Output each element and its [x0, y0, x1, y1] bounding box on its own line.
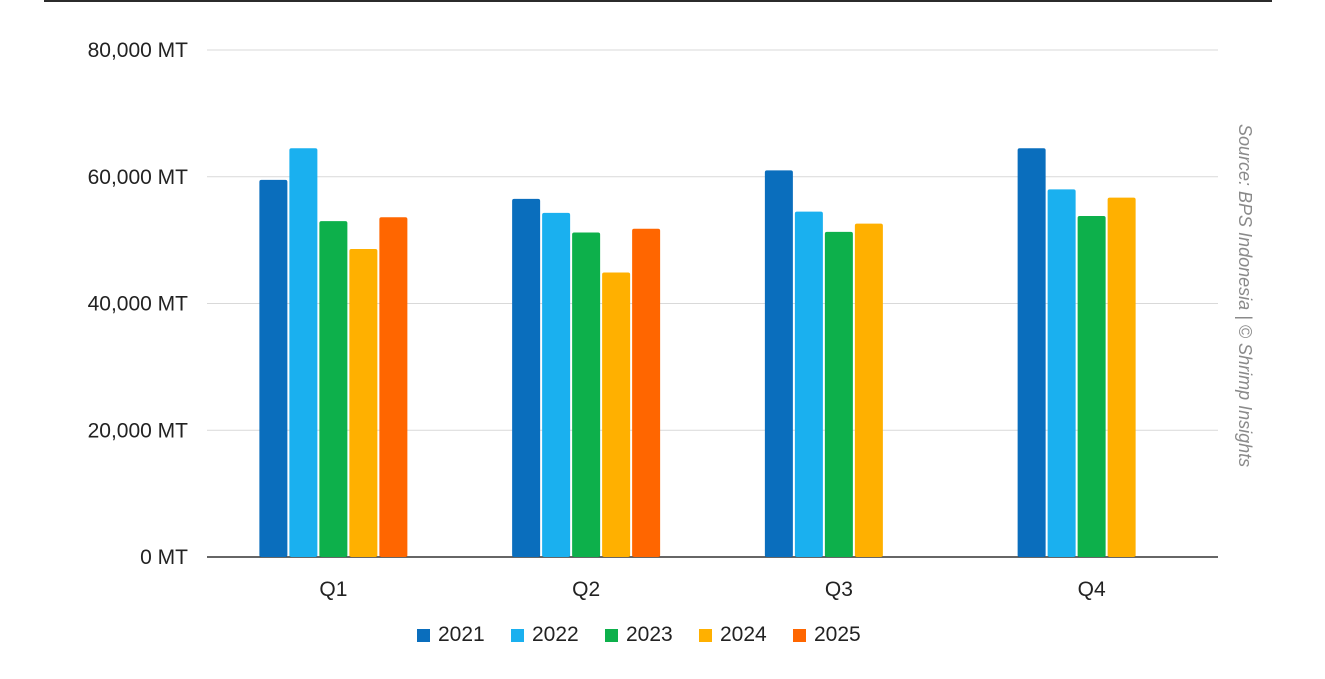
bar-q3-2023	[824, 231, 853, 558]
bar-q4-2022	[1047, 189, 1076, 558]
bar-q1-2023	[319, 221, 348, 558]
legend-label-2021: 2021	[438, 623, 485, 646]
y-tick-label: 60,000 MT	[88, 166, 189, 189]
x-tick-label: Q1	[319, 578, 347, 601]
bar-q1-2022	[289, 148, 318, 557]
bar-q3-2022	[794, 211, 823, 557]
top-divider	[44, 0, 1272, 2]
bar-q2-2024	[602, 272, 631, 557]
legend-swatch-2023	[605, 629, 618, 642]
legend-label-2022: 2022	[532, 623, 579, 646]
legend-label-2023: 2023	[626, 623, 673, 646]
source-annotation: Source: BPS Indonesia | © Shrimp Insight…	[1235, 124, 1255, 467]
bar-q2-2023	[572, 232, 601, 557]
x-tick-label: Q2	[572, 578, 600, 601]
bar-q2-2021	[512, 198, 541, 557]
bar-q1-2025	[379, 217, 408, 557]
legend-swatch-2022	[511, 629, 524, 642]
y-tick-label: 40,000 MT	[88, 293, 189, 316]
bar-q2-2022	[542, 212, 571, 557]
bar-q4-2024	[1107, 197, 1136, 557]
y-tick-label: 20,000 MT	[88, 419, 189, 442]
bar-q4-2021	[1017, 148, 1046, 557]
legend-swatch-2025	[793, 629, 806, 642]
x-tick-label: Q4	[1078, 578, 1106, 601]
y-tick-label: 80,000 MT	[88, 39, 189, 62]
legend-label-2025: 2025	[814, 623, 861, 646]
legend-swatch-2021	[417, 629, 430, 642]
x-tick-label: Q3	[825, 578, 853, 601]
bar-q1-2021	[259, 179, 288, 557]
bar-q4-2023	[1077, 216, 1106, 558]
legend-label-2024: 2024	[720, 623, 767, 646]
bar-q1-2024	[349, 248, 378, 557]
bar-q3-2021	[764, 170, 793, 557]
y-tick-label: 0 MT	[140, 546, 188, 569]
bar-q3-2024	[854, 223, 883, 557]
bar-q2-2025	[632, 228, 661, 557]
legend-swatch-2024	[699, 629, 712, 642]
